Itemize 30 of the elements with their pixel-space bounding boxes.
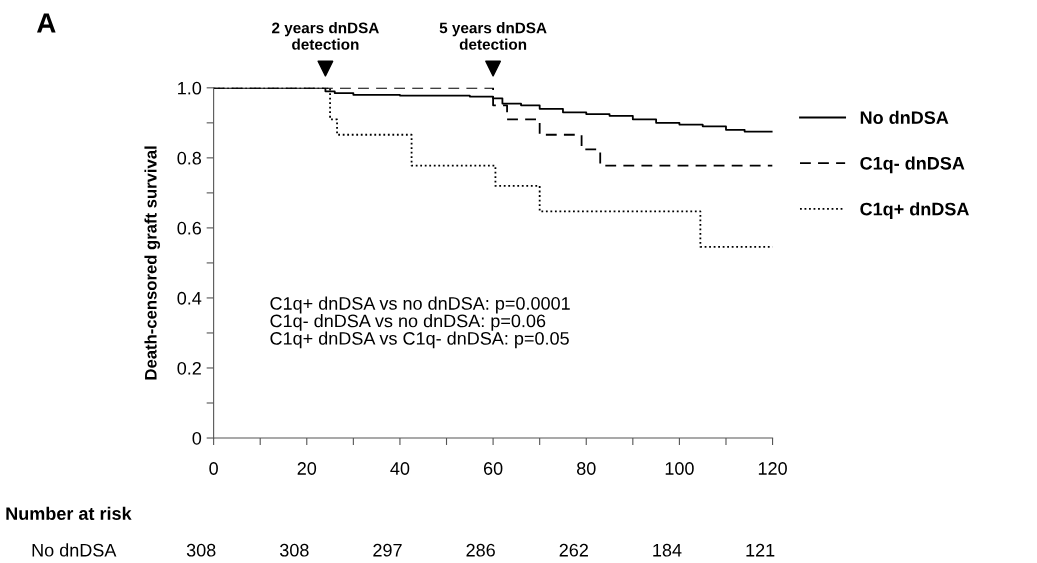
x-tick-label: 40 bbox=[390, 462, 410, 475]
legend-label: C1q- dnDSA bbox=[860, 156, 965, 174]
text: 286 bbox=[466, 543, 495, 557]
annotation: 2 years dnDSA detection bbox=[272, 22, 379, 50]
text: 308 bbox=[279, 543, 309, 557]
text: 184 bbox=[653, 543, 682, 557]
y-tick-label: 1.0 bbox=[178, 81, 202, 95]
text: No dnDSA bbox=[32, 543, 117, 557]
x-tick-label: 100 bbox=[665, 462, 694, 475]
y-tick-label: 0.2 bbox=[177, 361, 201, 375]
y-tick-label: 0.4 bbox=[177, 291, 202, 305]
legend-label: No dnDSA bbox=[860, 110, 949, 124]
text: 297 bbox=[373, 543, 402, 557]
y-tick-label: 0.6 bbox=[177, 221, 202, 235]
text: 262 bbox=[559, 543, 588, 557]
legend-label: C1q+ dnDSA bbox=[860, 202, 969, 219]
x-tick-label: 80 bbox=[576, 462, 596, 475]
y-tick-label: 0 bbox=[192, 431, 202, 445]
annotation: 5 years dnDSA detection bbox=[439, 22, 547, 50]
text: Number at risk bbox=[6, 506, 132, 520]
text: A bbox=[36, 13, 56, 33]
x-tick-label: 20 bbox=[297, 462, 317, 475]
y-tick-label: 0.8 bbox=[177, 151, 202, 165]
x-tick-label: 120 bbox=[758, 462, 787, 475]
text: 121 bbox=[746, 543, 775, 557]
annotation: C1q+ dnDSA vs no dnDSA: p=0.0001 C1q- dnDSA vs no dnDSA: p=0.06 C1q+ dnDSA vs C1q- dnDSA: p=0.05 bbox=[270, 296, 570, 349]
x-tick-label: 0 bbox=[209, 462, 218, 475]
text: 308 bbox=[186, 543, 216, 557]
x-tick-label: 60 bbox=[483, 462, 503, 475]
y-axis-title: Death-censored graft survival bbox=[144, 146, 161, 380]
